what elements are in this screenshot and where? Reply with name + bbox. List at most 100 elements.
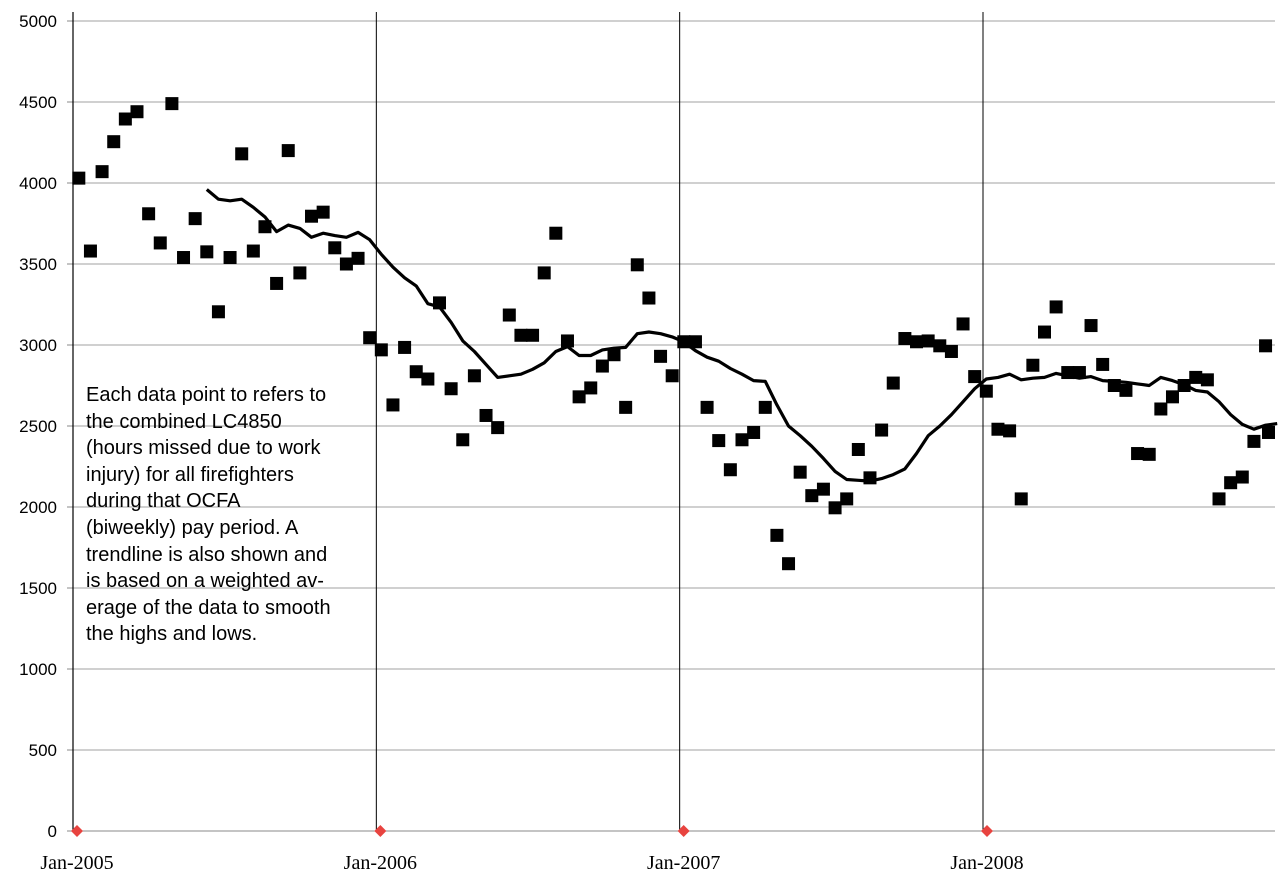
- data-point: [944, 344, 958, 358]
- trendline-path: [205, 188, 1278, 483]
- y-tick-label: 2000: [19, 498, 57, 517]
- data-point: [1014, 492, 1028, 506]
- x-tick-label: Jan-2007: [647, 852, 720, 874]
- year-marker: [374, 825, 387, 837]
- y-tick-label: 500: [29, 741, 57, 760]
- year-markers: [71, 825, 993, 837]
- data-point: [677, 335, 691, 349]
- data-point: [188, 212, 202, 226]
- data-point: [456, 433, 470, 447]
- data-point: [118, 112, 132, 126]
- data-point: [712, 434, 726, 448]
- x-tick-label: Jan-2008: [950, 852, 1023, 874]
- y-tick-label: 1500: [19, 579, 57, 598]
- data-point: [211, 305, 225, 319]
- y-tick-label: 4500: [19, 93, 57, 112]
- trendline: [205, 188, 1278, 483]
- data-point: [83, 244, 97, 258]
- data-point: [339, 257, 353, 271]
- data-point: [747, 425, 761, 439]
- data-point: [1247, 434, 1261, 448]
- axes: [72, 12, 1275, 832]
- data-point: [328, 241, 342, 255]
- annotation-line: during that OCFA: [86, 490, 241, 513]
- data-point: [1003, 424, 1017, 438]
- data-point: [793, 465, 807, 479]
- annotation-text: Each data point to refers to the combined…: [86, 382, 356, 648]
- y-tick-label: 5000: [19, 12, 57, 31]
- y-tick-label: 3000: [19, 336, 57, 355]
- year-marker: [981, 825, 993, 837]
- data-point: [607, 348, 621, 362]
- data-point: [665, 369, 679, 383]
- data-point: [130, 105, 144, 119]
- data-point: [1235, 470, 1249, 484]
- annotation-line: the highs and lows.: [86, 623, 258, 646]
- data-point: [293, 266, 307, 280]
- data-point: [1096, 357, 1110, 371]
- data-point: [1049, 300, 1063, 314]
- data-point: [584, 381, 598, 395]
- data-point: [805, 489, 819, 503]
- data-point: [910, 335, 924, 349]
- data-point: [153, 236, 167, 250]
- annotation-line: is based on a weighted av-: [86, 570, 324, 593]
- x-tick-label: Jan-2006: [344, 852, 417, 874]
- data-point: [72, 171, 86, 185]
- data-point: [235, 147, 249, 161]
- annotation-line: trendline is also shown and: [86, 543, 328, 566]
- data-point: [1131, 447, 1145, 461]
- annotation-line: Each data point to refers to: [86, 384, 327, 406]
- data-point: [630, 258, 644, 272]
- data-point: [421, 372, 435, 386]
- data-point: [374, 343, 388, 357]
- data-point: [363, 331, 377, 345]
- data-point: [921, 334, 935, 348]
- data-point: [142, 207, 156, 221]
- data-point: [526, 328, 540, 342]
- data-point: [840, 492, 854, 506]
- annotation-line: (hours missed due to work: [86, 437, 321, 460]
- data-point: [549, 226, 563, 240]
- data-point: [444, 382, 458, 396]
- data-point: [898, 332, 912, 346]
- year-lines: [375, 12, 984, 831]
- annotation-line: erage of the data to smooth: [86, 596, 331, 619]
- data-point: [991, 422, 1005, 436]
- data-point: [1200, 373, 1214, 387]
- data-point: [619, 400, 633, 414]
- year-marker: [677, 825, 690, 837]
- data-point: [1212, 492, 1226, 506]
- data-point: [467, 369, 481, 383]
- data-point: [782, 557, 796, 571]
- data-point: [1119, 383, 1133, 397]
- annotation-line: injury) for all firefighters: [86, 463, 294, 486]
- data-points: [72, 97, 1275, 571]
- data-point: [654, 349, 668, 363]
- data-point: [700, 400, 714, 414]
- data-point: [1107, 379, 1121, 392]
- y-tick-labels: 0 500 1000 1500 2000 2500 3000 3500 4000 4500 5000: [19, 12, 57, 841]
- data-point: [409, 365, 423, 379]
- data-point: [258, 220, 272, 234]
- data-point: [177, 251, 191, 265]
- y-tick-label: 4000: [19, 174, 57, 193]
- data-point: [595, 359, 609, 373]
- data-point: [1224, 476, 1238, 490]
- data-point: [1177, 379, 1191, 392]
- data-point: [305, 209, 319, 223]
- data-point: [1084, 319, 1098, 333]
- data-point: [758, 400, 772, 414]
- data-point: [1072, 366, 1086, 380]
- y-tick-label: 0: [48, 822, 57, 841]
- data-point: [1259, 339, 1273, 353]
- y-tick-label: 3500: [19, 255, 57, 274]
- data-point: [1061, 366, 1075, 380]
- data-point: [386, 398, 400, 412]
- data-point: [270, 276, 284, 290]
- data-point: [816, 482, 830, 496]
- data-point: [642, 291, 656, 305]
- gridlines: [67, 20, 1275, 832]
- data-point: [351, 251, 365, 265]
- data-point: [223, 251, 237, 265]
